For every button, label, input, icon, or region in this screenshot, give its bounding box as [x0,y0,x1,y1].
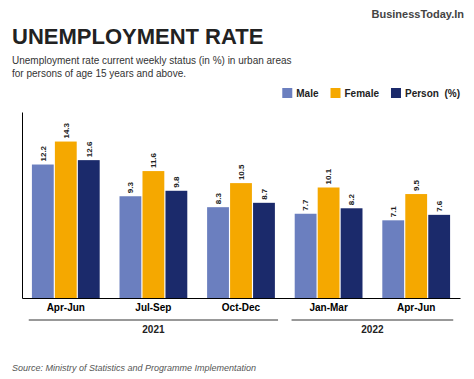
data-label: 12.2 [39,145,48,161]
legend-item: Person (%) [391,88,460,99]
data-label: 9.5 [412,179,421,191]
bar [405,194,427,298]
legend-swatch [331,88,341,98]
annotation-bracket [292,320,454,321]
y-axis [22,113,23,299]
x-tick: Oct-Dec [222,302,261,313]
annotation: 2021 [142,324,165,335]
subtitle: Unemployment rate current weekly status … [12,55,292,79]
x-tick: Jul-Sep [135,302,171,313]
legend-label: Male [296,88,319,99]
data-label: 8.2 [347,194,356,206]
data-label: 7.7 [301,199,310,211]
bar [207,207,229,298]
bar [382,220,404,298]
bar [230,183,252,298]
bar [318,187,340,298]
data-label: 7.6 [435,200,444,212]
x-axis-line [23,298,461,299]
legend-swatch [391,88,401,98]
data-label: 10.1 [324,168,333,184]
x-tick-label: Jan-Mar [309,302,347,313]
bar [295,214,317,298]
x-tick-label: Apr-Jun [47,302,85,313]
bar [55,142,77,298]
legend: Male Female Person (%) [282,88,460,99]
legend-swatch [282,88,292,98]
data-label: 8.7 [260,188,269,200]
annotations: 2021 2022 [29,320,453,335]
bar [341,208,363,298]
data-label: 12.6 [85,141,94,157]
source: Source: Ministry of Statistics and Progr… [12,363,256,373]
data-label: 8.3 [214,193,223,205]
x-tick: Apr-Jun [397,302,435,313]
x-tick-label: Jul-Sep [135,302,171,313]
branding: BusinessToday.In [371,8,464,20]
data-label: 11.6 [149,152,158,168]
x-axis: Apr-Jun Jul-Sep Oct-Dec Jan-Mar Apr-Jun [23,299,461,314]
legend-label: Person (%) [405,88,460,99]
annotation: 2022 [361,324,384,335]
legend-item: Male [282,88,319,99]
bars [32,142,450,298]
x-tick-label: Oct-Dec [222,302,261,313]
data-label: 9.3 [126,182,135,194]
data-label: 9.8 [172,176,181,188]
data-label: 7.1 [389,206,398,218]
bar [165,191,187,298]
x-tick-label: Apr-Jun [397,302,435,313]
y-axis-line [22,113,23,299]
bar [32,165,54,298]
bar [142,171,164,298]
annotation-bracket [29,320,278,321]
data-label: 14.3 [62,122,71,138]
x-tick: Jan-Mar [309,302,347,313]
data-labels: 12.2 9.3 8.3 7.7 7.1 14.3 11.6 10.5 10.1 9.5 12.6 9… [39,122,444,217]
bar [428,215,450,298]
subtitle-line: Unemployment rate current weekly status … [12,55,292,66]
title: UNEMPLOYMENT RATE [12,24,263,49]
legend-label: Female [345,88,380,99]
bar [253,203,275,298]
bar [120,196,142,298]
bar [78,160,100,298]
chart: UNEMPLOYMENT RATE BusinessToday.In Unemplo… [0,0,474,379]
data-label: 10.5 [237,164,246,180]
subtitle-line: for persons of age 15 years and above. [12,68,186,79]
legend-item: Female [331,88,380,99]
x-tick: Apr-Jun [47,302,85,313]
